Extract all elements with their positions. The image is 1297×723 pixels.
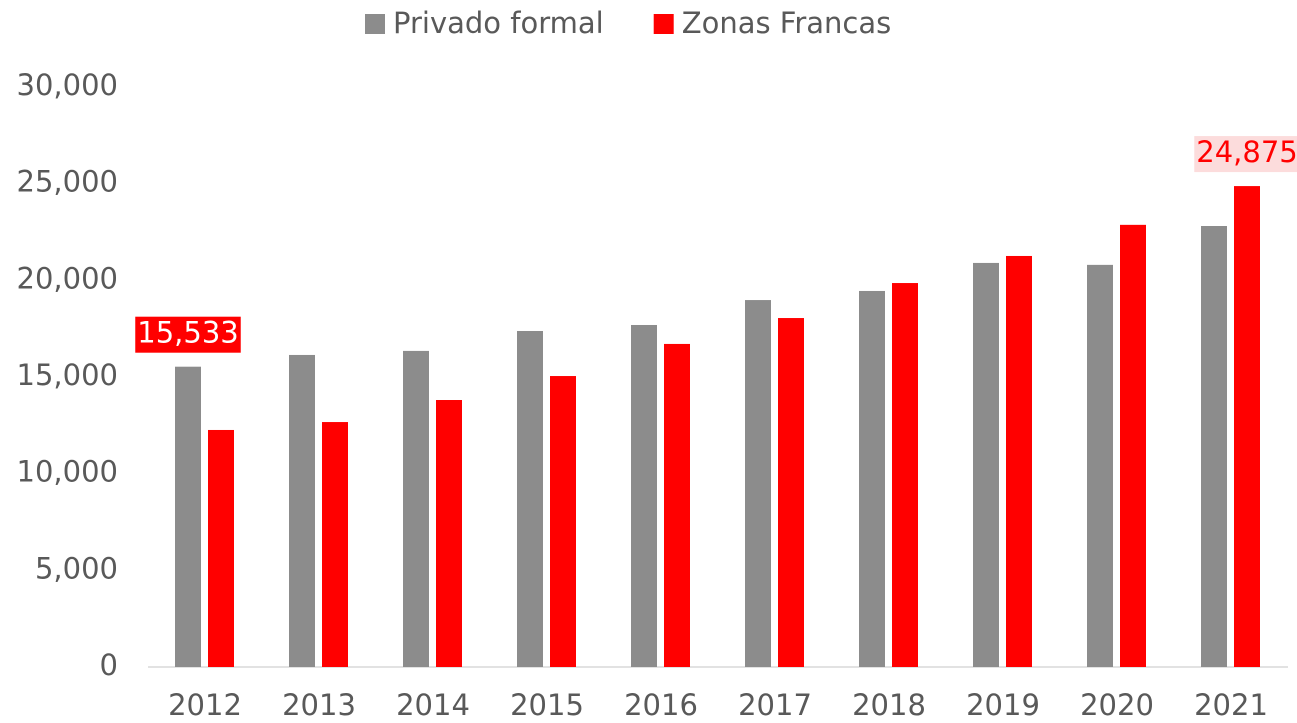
x-tick-label: 2015: [510, 688, 584, 722]
x-tick-label: 2013: [282, 688, 356, 722]
legend-label: Zonas Francas: [682, 6, 892, 40]
bar: [1120, 224, 1146, 667]
bar: [1234, 186, 1260, 668]
bar: [517, 330, 543, 667]
bar: [859, 290, 885, 667]
x-tick-label: 2021: [1194, 688, 1268, 722]
value-label: 15,533: [137, 316, 238, 350]
bar: [175, 366, 201, 667]
bar: [1087, 264, 1113, 667]
x-tick-label: 2012: [168, 688, 242, 722]
bar: [322, 422, 348, 667]
x-tick-label: 2020: [1080, 688, 1154, 722]
y-tick-label: 25,000: [17, 165, 118, 199]
bar: [664, 343, 690, 667]
y-tick-label: 30,000: [17, 68, 118, 102]
bar: [1201, 226, 1227, 668]
bar: [550, 376, 576, 667]
bar: [289, 354, 315, 667]
bar: [1006, 255, 1032, 667]
x-tick-label: 2018: [852, 688, 926, 722]
legend-label: Privado formal: [393, 6, 604, 40]
bar: [436, 400, 462, 667]
x-tick-label: 2019: [966, 688, 1040, 722]
value-label-bg: [1194, 136, 1297, 173]
y-tick-label: 10,000: [17, 455, 118, 489]
bar: [403, 350, 429, 667]
bar: [778, 318, 804, 667]
bar: [892, 283, 918, 667]
legend-swatch: [365, 14, 385, 34]
bar: [973, 262, 999, 667]
bar: [745, 300, 771, 667]
y-tick-label: 15,000: [17, 358, 118, 392]
y-tick-label: 5,000: [35, 551, 118, 585]
x-tick-label: 2017: [738, 688, 812, 722]
bar: [631, 324, 657, 667]
x-tick-label: 2014: [396, 688, 470, 722]
value-label-bg: [135, 316, 241, 353]
legend-swatch: [653, 14, 674, 34]
y-tick-label: 0: [100, 648, 118, 682]
x-tick-label: 2016: [624, 688, 698, 722]
y-tick-label: 20,000: [17, 261, 118, 295]
bar: [208, 429, 234, 667]
value-label: 24,875: [1196, 135, 1297, 169]
